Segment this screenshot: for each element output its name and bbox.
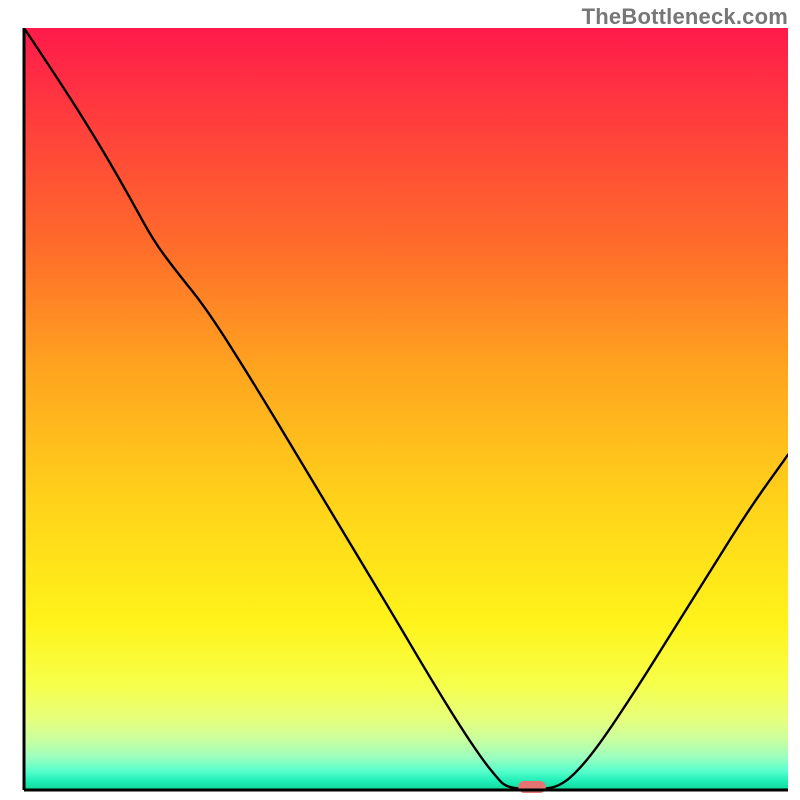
heat-gradient-background	[24, 28, 788, 790]
chart-container: TheBottleneck.com	[0, 0, 800, 800]
watermark-text: TheBottleneck.com	[582, 4, 788, 30]
bottleneck-curve-chart	[0, 0, 800, 800]
